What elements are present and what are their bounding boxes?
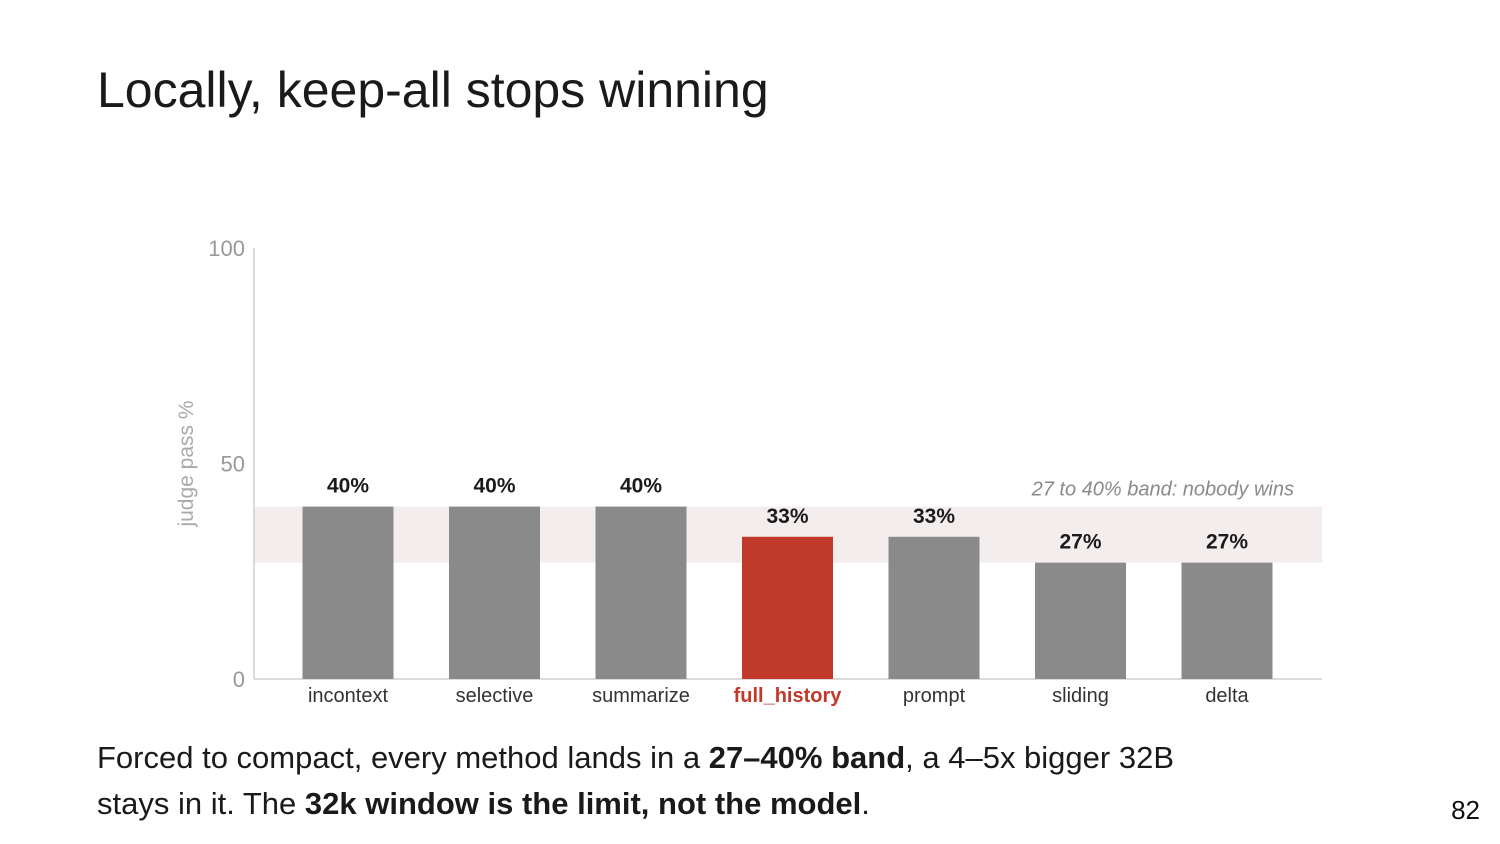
bar: [1035, 562, 1126, 679]
y-tick-label: 0: [233, 667, 245, 692]
bar-layer: [302, 506, 1273, 679]
x-tick-label: delta: [1205, 685, 1249, 707]
x-tick-label: selective: [456, 685, 534, 707]
slide-title: Locally, keep-all stops winning: [97, 62, 769, 118]
bar-value-label: 40%: [327, 475, 369, 498]
bar: [302, 506, 394, 679]
bar: [449, 506, 540, 679]
page-number: 82: [1451, 795, 1480, 825]
x-tick-label: full_history: [734, 685, 843, 707]
x-tick-label: prompt: [903, 685, 966, 707]
x-tick-label: summarize: [592, 685, 690, 707]
bar-value-label: 27%: [1206, 531, 1248, 554]
bar-value-label: 33%: [913, 505, 955, 528]
caption: Forced to compact, every method lands in…: [97, 735, 1347, 827]
axis-layer: 0 50 100 judge pass %: [175, 236, 1322, 692]
caption-emphasis: 32k window is the limit, not the model: [304, 786, 862, 821]
bar-value-label: 40%: [473, 475, 515, 498]
bar: [742, 536, 833, 679]
y-tick-label: 100: [208, 236, 245, 261]
bar: [888, 536, 980, 679]
label-layer: 40% incontext 40% selective 40% summarize 33% f…: [308, 475, 1250, 707]
bar-value-label: 33%: [766, 505, 808, 528]
band-annotation: 27 to 40% band: nobody wins: [1031, 479, 1294, 501]
caption-text: , a 4–5x bigger 32B: [905, 740, 1174, 775]
bar: [1181, 562, 1273, 679]
caption-text: stays in it. The: [97, 786, 305, 821]
bar: [595, 506, 687, 679]
caption-text: Forced to compact, every method lands in…: [97, 740, 709, 775]
bar-value-label: 27%: [1059, 531, 1101, 554]
x-tick-label: sliding: [1052, 685, 1109, 707]
caption-emphasis: 27–40% band: [708, 740, 906, 775]
y-axis-label: judge pass %: [175, 400, 198, 527]
x-tick-label: incontext: [308, 685, 388, 707]
caption-text: .: [861, 786, 870, 821]
y-tick-label: 50: [221, 452, 245, 477]
bar-value-label: 40%: [620, 475, 662, 498]
